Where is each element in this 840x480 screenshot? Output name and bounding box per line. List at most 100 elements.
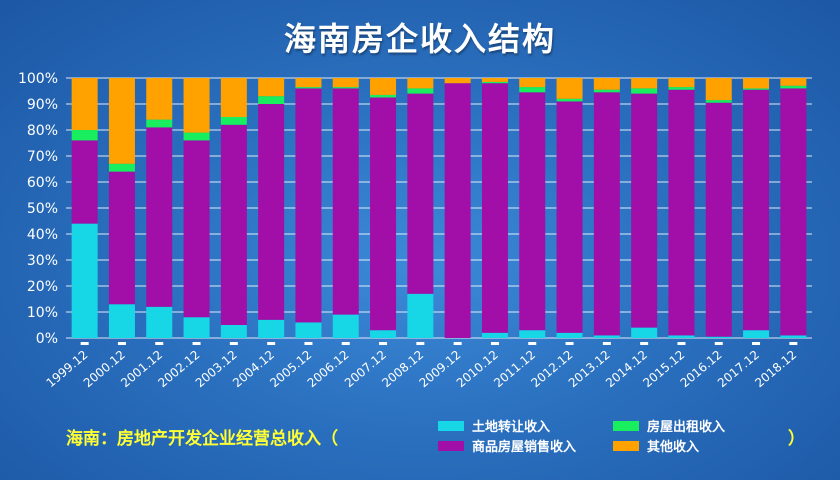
bar-segment-rent (631, 88, 658, 94)
x-tick-marker (602, 342, 611, 345)
bar-segment-land (258, 319, 285, 338)
bar-segment-other (631, 78, 658, 89)
y-tick-label: 80% (27, 123, 58, 139)
bar-segment-land (705, 336, 732, 338)
x-tick-marker (640, 342, 649, 345)
bar-segment-rent (183, 132, 210, 141)
x-tick-marker (453, 342, 462, 345)
legend-label-other: 其他收入 (647, 440, 700, 455)
legend-label-land: 土地转让收入 (472, 420, 551, 435)
y-tick-label: 0% (36, 331, 58, 347)
legend-swatch-other (613, 440, 639, 451)
legend-item-land: 土地转让收入 (438, 416, 550, 435)
y-tick-label: 50% (27, 201, 58, 217)
legend-swatch-land (438, 420, 464, 431)
bar-segment-sales (183, 140, 210, 318)
bar-segment-rent (108, 163, 135, 172)
bar-segment-sales (705, 102, 732, 337)
y-tick-label: 30% (27, 253, 58, 269)
bar-segment-sales (743, 89, 770, 331)
bar-segment-other (295, 78, 322, 88)
y-tick-label: 20% (27, 279, 58, 295)
x-tick-marker (416, 342, 425, 345)
x-tick-marker (379, 342, 388, 345)
footer-prefix: 海南：房地产开发企业经营总收入（ (66, 429, 338, 449)
x-tick-marker (304, 342, 313, 345)
bar-segment-sales (519, 92, 546, 331)
bar-segment-rent (556, 98, 583, 102)
bar-segment-sales (407, 93, 434, 294)
bar-segment-rent (705, 100, 732, 103)
legend-item-rent: 房屋出租收入 (613, 416, 725, 435)
x-tick-marker (752, 342, 761, 345)
bar-segment-land (332, 314, 359, 338)
stacked-bar-chart: 0%10%20%30%40%50%60%70%80%90%100%1999.12… (18, 71, 807, 391)
x-tick-marker (341, 342, 350, 345)
bar-segment-land (556, 332, 583, 338)
bar-segment-rent (743, 88, 770, 90)
bar-segment-other (183, 78, 210, 133)
bar-segment-other (407, 78, 434, 89)
bar-segment-land (108, 304, 135, 338)
bar-segment-rent (370, 94, 397, 98)
bar-segment-land (71, 223, 98, 338)
bar-segment-sales (556, 101, 583, 333)
bar-segment-land (743, 330, 770, 338)
bar-segment-sales (631, 93, 658, 328)
bar-segment-other (780, 78, 807, 86)
legend-swatch-rent (613, 420, 639, 431)
bar-segment-other (481, 78, 508, 82)
x-tick-marker (192, 342, 201, 345)
bar-segment-sales (71, 140, 98, 224)
bar-segment-rent (71, 130, 98, 141)
x-tick-marker (155, 342, 164, 345)
y-tick-label: 100% (18, 71, 58, 87)
footer-close: ） (788, 429, 805, 449)
bar-segment-other (370, 78, 397, 95)
bar-segment-sales (146, 127, 173, 307)
bar-segment-rent (593, 89, 620, 93)
bar-segment-sales (220, 124, 247, 325)
bar-segment-sales (481, 83, 508, 333)
y-tick-label: 40% (27, 227, 58, 243)
bar-segment-rent (146, 119, 173, 128)
bar-segment-other (71, 78, 98, 130)
x-tick-marker (229, 342, 238, 345)
bar-segment-other (519, 78, 546, 88)
bar-segment-rent (332, 87, 359, 89)
bar-segment-rent (407, 88, 434, 94)
x-tick-label: 2018.12 (752, 348, 799, 391)
bar-segment-other (220, 78, 247, 117)
x-tick-marker (528, 342, 537, 345)
bar-segment-land (780, 335, 807, 338)
bar-segment-other (258, 78, 285, 97)
bar-segment-rent (220, 117, 247, 125)
bar-segment-sales (370, 97, 397, 331)
legend-item-sales: 商品房屋销售收入 (438, 436, 576, 455)
y-tick-label: 60% (27, 175, 58, 191)
bar-segment-rent (519, 87, 546, 93)
bar-segment-land (183, 317, 210, 338)
y-tick-label: 10% (27, 305, 58, 321)
y-tick-label: 70% (27, 149, 58, 165)
bar-segment-sales (258, 104, 285, 320)
bar-segment-land (519, 330, 546, 338)
bar-segment-rent (668, 87, 695, 90)
bar-segment-land (631, 327, 658, 338)
bar-segment-other (332, 78, 359, 88)
bar-segment-land (370, 330, 397, 338)
legend-label-rent: 房屋出租收入 (647, 420, 726, 435)
bar-segment-rent (780, 85, 807, 89)
x-tick-marker (117, 342, 126, 345)
bar-segment-land (481, 332, 508, 338)
x-tick-marker (565, 342, 574, 345)
bar-segment-land (146, 306, 173, 338)
chart-title: 海南房企收入结构 (283, 20, 556, 58)
bar-segment-land (295, 322, 322, 338)
bar-segment-land (668, 335, 695, 338)
x-tick-marker (714, 342, 723, 345)
bar-segment-other (444, 78, 471, 84)
bar-segment-land (220, 325, 247, 338)
bar-segment-sales (593, 92, 620, 336)
bar-segment-sales (780, 88, 807, 336)
